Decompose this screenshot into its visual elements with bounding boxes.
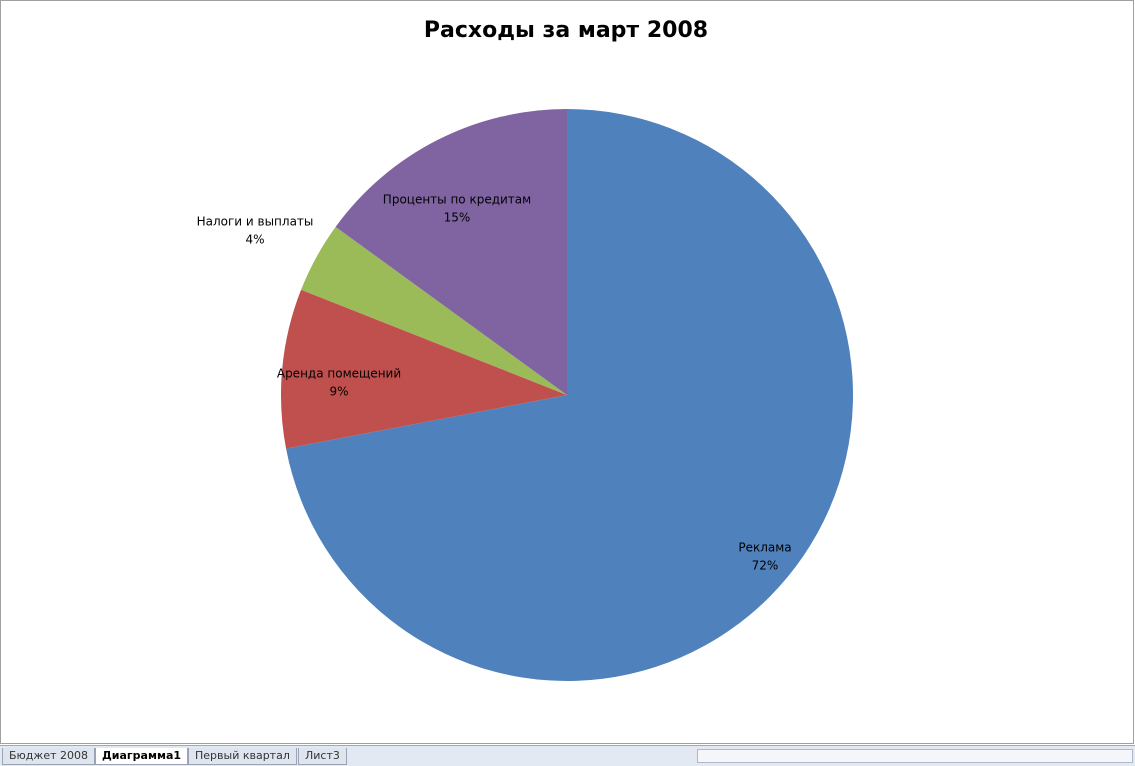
sheet-tab[interactable]: Диаграмма1: [95, 748, 189, 765]
sheet-tab[interactable]: Лист3: [298, 748, 347, 765]
data-label-value: 72%: [752, 559, 779, 573]
chart: Расходы за март 2008 Реклама 72% Аренда по…: [0, 0, 1134, 744]
data-label-value: 4%: [245, 233, 264, 247]
data-label-category: Проценты по кредитам: [383, 193, 531, 207]
horizontal-scrollbar[interactable]: [697, 749, 1133, 763]
data-label-category: Аренда помещений: [277, 367, 401, 381]
sheet-tab[interactable]: Первый квартал: [188, 748, 297, 765]
sheet-tabs: Бюджет 2008 Диаграмма1 Первый квартал Лист3: [0, 745, 1135, 766]
pie-slice: [281, 289, 567, 449]
data-label-value: 15%: [444, 211, 471, 225]
data-label-category: Налоги и выплаты: [197, 215, 314, 229]
pie-slice: [301, 226, 567, 395]
pie-slice: [286, 109, 853, 681]
sheet-tab[interactable]: Бюджет 2008: [2, 748, 95, 765]
data-label-category: Реклама: [738, 541, 791, 555]
chart-title: Расходы за март 2008: [424, 18, 708, 43]
pie-slice: [335, 108, 567, 395]
data-label-value: 9%: [329, 385, 348, 399]
